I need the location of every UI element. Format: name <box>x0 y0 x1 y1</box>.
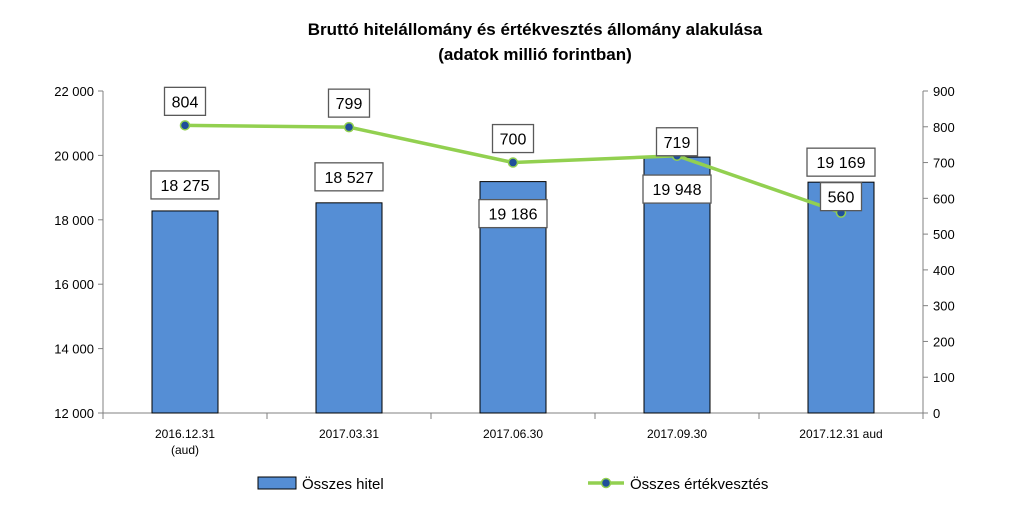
legend-bar-swatch <box>257 476 297 490</box>
bar-value-label-box <box>642 174 712 204</box>
bar-value-label: 19 186 <box>489 207 538 224</box>
line-value-label-box <box>491 123 535 154</box>
axes: 12 000 14 000 16 000 18 000 20 000 22 000 0 100… <box>54 84 954 457</box>
data-labels: 18 275 18 527 19 186 19 948 19 169 804 799 700 7… <box>150 86 876 229</box>
line-value-label: 804 <box>172 94 199 111</box>
bar-value-label: 18 275 <box>161 178 210 195</box>
line-value-label: 799 <box>336 96 363 113</box>
left-tick-label: 16 000 <box>54 277 94 292</box>
x-tick-label: 2017.06.30 <box>483 427 543 441</box>
line-value-label: 560 <box>828 190 855 207</box>
line-value-label: 700 <box>500 132 527 149</box>
line-point <box>343 121 355 133</box>
bar-value-label: 19 169 <box>817 155 866 172</box>
bar <box>807 181 875 414</box>
chart-subtitle: (adatok millió forintban) <box>438 45 632 64</box>
line-value-label-box <box>327 88 371 118</box>
line-value-label-box <box>655 127 699 157</box>
right-tick-label: 0 <box>933 406 940 421</box>
right-tick-label: 300 <box>933 299 955 314</box>
bar-value-label-box <box>314 162 384 192</box>
right-tick-label: 100 <box>933 370 955 385</box>
bar <box>315 202 383 414</box>
x-tick-label: 2017.03.31 <box>319 427 379 441</box>
right-tick-label: 200 <box>933 334 955 349</box>
line-point <box>179 120 191 131</box>
legend: Összes hitel Összes értékvesztés <box>257 475 768 493</box>
legend-label-bar: Összes hitel <box>302 475 384 493</box>
bar-value-label-box <box>478 198 548 229</box>
left-tick-label: 20 000 <box>54 148 94 163</box>
left-tick-label: 22 000 <box>54 84 94 99</box>
bar-value-label-box <box>150 170 220 200</box>
bar-value-label: 19 948 <box>653 182 702 199</box>
line-point <box>507 157 519 168</box>
chart-title: Bruttó hitelállomány és értékvesztés áll… <box>308 20 763 39</box>
line-value-label-box <box>819 181 863 212</box>
left-tick-label: 12 000 <box>54 406 94 421</box>
x-tick-label: 2017.12.31 aud <box>799 427 882 441</box>
bar <box>151 210 219 414</box>
right-tick-label: 900 <box>933 84 955 99</box>
line-value-label: 719 <box>664 135 691 152</box>
right-tick-label: 400 <box>933 263 955 278</box>
left-tick-label: 18 000 <box>54 213 94 228</box>
right-tick-label: 600 <box>933 191 955 206</box>
left-tick-label: 14 000 <box>54 342 94 357</box>
x-tick-label: 2017.09.30 <box>647 427 707 441</box>
bar-series <box>151 156 875 414</box>
line-value-label-box <box>163 86 207 116</box>
legend-label-line: Összes értékvesztés <box>630 475 768 493</box>
bar-value-label: 18 527 <box>325 170 374 187</box>
x-tick-label: 2016.12.31 <box>155 427 215 441</box>
bar-value-label-box <box>806 147 876 177</box>
x-tick-label: (aud) <box>171 443 199 457</box>
right-tick-label: 800 <box>933 120 955 135</box>
right-tick-label: 700 <box>933 156 955 171</box>
legend-line-marker <box>600 477 612 489</box>
right-tick-label: 500 <box>933 227 955 242</box>
